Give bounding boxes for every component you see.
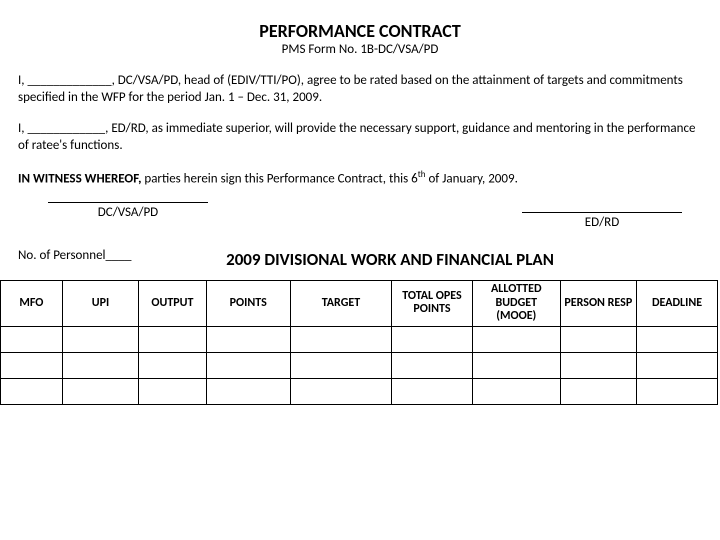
table-row	[1, 327, 718, 353]
signature-right-label: ED/RD	[585, 215, 619, 230]
col-budget: ALLOTTED BUDGET (MOOE)	[472, 280, 560, 326]
table-row	[1, 353, 718, 379]
col-output: OUTPUT	[139, 280, 206, 326]
paragraph-1: I, _____________, DC/VSA/PD, head of (ED…	[18, 73, 702, 107]
witness-paragraph: IN WITNESS WHEREOF, parties herein sign …	[18, 169, 702, 188]
col-total-opes: TOTAL OPES POINTS	[392, 280, 473, 326]
form-number: PMS Form No. 1B-DC/VSA/PD	[18, 42, 702, 57]
page-title: PERFORMANCE CONTRACT	[18, 20, 702, 42]
signature-right: ED/RD	[522, 212, 682, 230]
signature-row: DC/VSA/PD ED/RD	[18, 202, 702, 230]
work-plan-table: MFO UPI OUTPUT POINTS TARGET TOTAL OPES …	[0, 280, 718, 405]
col-mfo: MFO	[1, 280, 63, 326]
witness-sup: th	[418, 169, 426, 180]
table-row	[1, 379, 718, 405]
witness-tail: of January, 2009.	[426, 171, 518, 186]
table-header-row: MFO UPI OUTPUT POINTS TARGET TOTAL OPES …	[1, 280, 718, 326]
signature-left-label: DC/VSA/PD	[98, 205, 158, 220]
signature-left: DC/VSA/PD	[48, 202, 208, 230]
col-points: POINTS	[206, 280, 290, 326]
witness-lead: IN WITNESS WHEREOF,	[18, 171, 141, 186]
col-target: TARGET	[290, 280, 391, 326]
signature-line-right	[522, 212, 682, 213]
paragraph-2: I, ____________, ED/RD, as immediate sup…	[18, 121, 702, 155]
col-person-resp: PERSON RESP	[560, 280, 636, 326]
witness-rest: parties herein sign this Performance Con…	[141, 171, 417, 186]
signature-line-left	[48, 202, 208, 203]
col-deadline: DEADLINE	[637, 280, 718, 326]
col-upi: UPI	[62, 280, 138, 326]
